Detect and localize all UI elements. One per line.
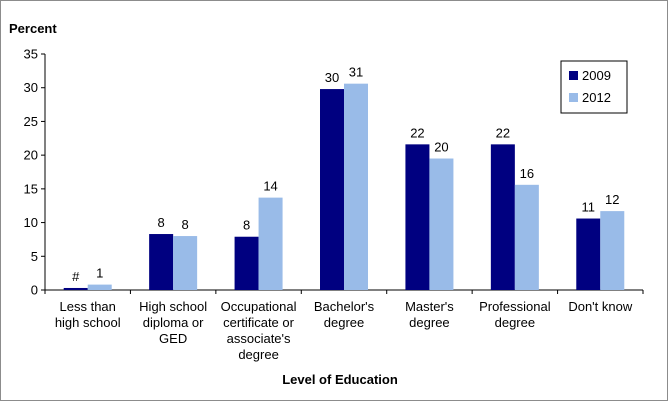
data-label: #	[72, 269, 80, 284]
bar-2012	[258, 197, 283, 290]
bar-2009	[149, 234, 174, 290]
y-axis-title: Percent	[9, 21, 57, 36]
bar-2012	[600, 211, 625, 290]
legend: 2009 2012	[560, 60, 628, 114]
bar-2009	[490, 144, 515, 290]
category-label: High school	[139, 299, 207, 314]
legend-label: 2012	[582, 90, 611, 105]
category-label: Less than	[60, 299, 116, 314]
category-label: diploma or	[143, 315, 204, 330]
bar-2012	[429, 158, 454, 290]
category-label: Bachelor's	[314, 299, 375, 314]
category-label: degree	[238, 347, 278, 362]
data-label: 8	[243, 218, 250, 233]
y-tick-label: 10	[24, 215, 38, 230]
data-label: 31	[349, 65, 363, 80]
category-label: Master's	[405, 299, 454, 314]
y-tick-label: 30	[24, 80, 38, 95]
y-tick-label: 5	[31, 249, 38, 264]
category-label: Professional	[479, 299, 551, 314]
y-tick-label: 35	[24, 47, 38, 62]
bar-2009	[405, 144, 430, 290]
category-label: GED	[159, 331, 187, 346]
data-label: 14	[263, 179, 277, 194]
category-label: degree	[495, 315, 535, 330]
bar-2009	[320, 89, 344, 290]
legend-box	[560, 60, 628, 114]
category-label: Occupational	[221, 299, 297, 314]
data-label: 20	[434, 140, 448, 155]
category-label: degree	[324, 315, 364, 330]
data-label: 12	[605, 192, 619, 207]
data-label: 22	[410, 125, 424, 140]
bar-2012	[173, 236, 198, 290]
bar-2009	[234, 236, 259, 290]
data-label: 8	[158, 215, 165, 230]
category-label: degree	[409, 315, 449, 330]
category-label: Don't know	[568, 299, 633, 314]
legend-swatch	[569, 71, 578, 80]
data-label: 16	[520, 166, 534, 181]
y-tick-label: 20	[24, 148, 38, 163]
bar-2012	[87, 284, 112, 290]
category-label: certificate or	[223, 315, 294, 330]
legend-swatch	[569, 93, 578, 102]
y-tick-label: 25	[24, 114, 38, 129]
data-label: 30	[325, 70, 339, 85]
y-tick-label: 15	[24, 181, 38, 196]
category-label: high school	[55, 315, 121, 330]
x-axis-title: Level of Education	[282, 372, 398, 387]
data-label: 8	[182, 217, 189, 232]
bar-2009	[63, 287, 88, 290]
data-label: 22	[496, 125, 510, 140]
legend-label: 2009	[582, 68, 611, 83]
data-label: 11	[582, 200, 596, 215]
bar-2009	[576, 218, 601, 290]
bar-2012	[514, 184, 539, 290]
y-tick-label: 0	[31, 283, 38, 298]
bar-2012	[344, 83, 368, 290]
category-label: associate's	[227, 331, 291, 346]
data-label: 1	[96, 266, 103, 281]
